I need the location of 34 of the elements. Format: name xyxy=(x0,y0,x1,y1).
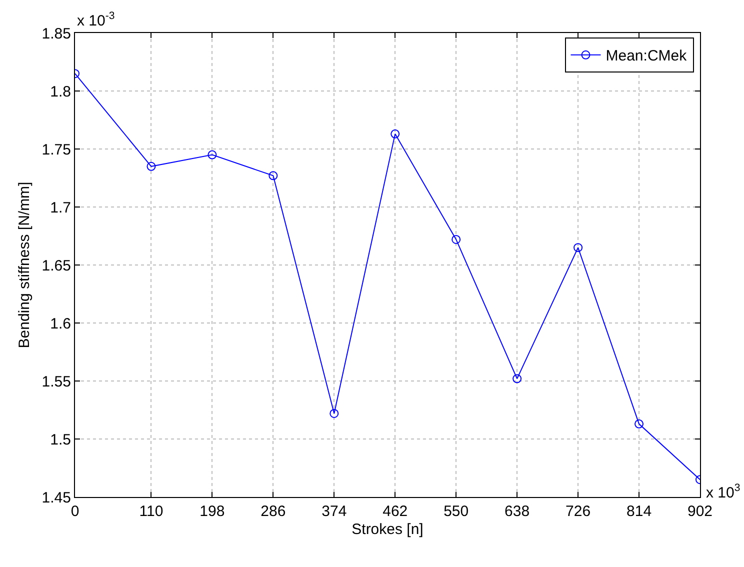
point xyxy=(146,162,156,171)
y-tick-label: 1.45 xyxy=(42,489,71,506)
point xyxy=(452,234,461,244)
y-axis-title: Bending stiffness [N/mm] xyxy=(16,182,34,348)
y-tick-label: 1.55 xyxy=(42,373,71,390)
x-tick-label: 198 xyxy=(200,503,225,520)
x-tick-label: 726 xyxy=(566,503,591,520)
text: x 10$^{3}$ xyxy=(706,482,740,502)
y-tick-label: 1.65 xyxy=(42,257,71,274)
point xyxy=(390,129,400,138)
x-tick-label: 0 xyxy=(70,503,80,520)
y-tick-label: 1.5 xyxy=(50,431,71,448)
x-tick-label: 814 xyxy=(626,503,652,520)
point xyxy=(330,408,339,418)
x-tick-label: 902 xyxy=(687,503,713,520)
y-tick-label: 1.85 xyxy=(42,25,71,42)
legend-label: Mean:CMek xyxy=(606,48,688,65)
y-tick-label: 1.8 xyxy=(50,83,71,100)
text: x 10$^{-3}$ xyxy=(77,10,115,30)
x-tick-label: 550 xyxy=(444,503,469,520)
x-tick-label: 110 xyxy=(139,503,164,520)
point xyxy=(208,150,217,160)
y-tick-label: 1.6 xyxy=(50,315,71,332)
x-axis-title: Strokes [n] xyxy=(352,521,424,538)
x-tick-label: 638 xyxy=(504,503,530,520)
x-tick-label: 286 xyxy=(260,503,286,520)
y-tick-label: 1.75 xyxy=(42,141,71,158)
point xyxy=(268,171,278,180)
x-tick-label: 374 xyxy=(322,503,347,520)
point xyxy=(512,374,522,384)
y-tick-label: 1.7 xyxy=(50,199,71,216)
point xyxy=(634,419,644,428)
x-tick-label: 462 xyxy=(382,503,408,520)
point xyxy=(574,243,583,252)
